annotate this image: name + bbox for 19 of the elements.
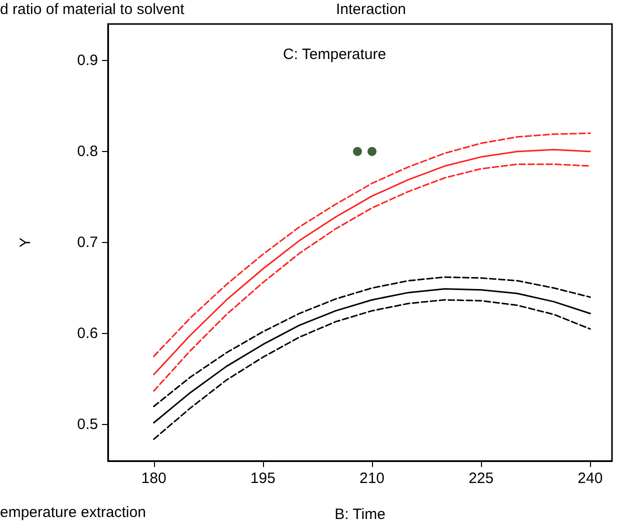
x-tick-label: 240 [578, 470, 603, 487]
x-tick-label: 210 [359, 470, 385, 487]
line-series [153, 276, 591, 408]
y-tick-label: 0.5 [77, 416, 98, 434]
x-tick-label: 195 [250, 470, 276, 487]
y-tick-label: 0.9 [77, 52, 98, 69]
text: emperature extraction [0, 504, 146, 521]
x-axis-title: B: Time [334, 506, 386, 523]
x-tick-label: 180 [141, 470, 166, 487]
line-series [153, 288, 591, 424]
text: d ratio of material to solvent [0, 1, 186, 18]
annotation: C: Temperature [283, 46, 386, 63]
y-tick-label: 0.8 [77, 142, 98, 160]
chart-title: Interaction [336, 1, 406, 18]
line-series [153, 299, 591, 440]
x-tick-label: 225 [468, 470, 494, 487]
y-tick-label: 0.7 [77, 234, 98, 251]
y-axis-title: Y [17, 237, 34, 248]
y-tick-label: 0.6 [77, 325, 98, 342]
